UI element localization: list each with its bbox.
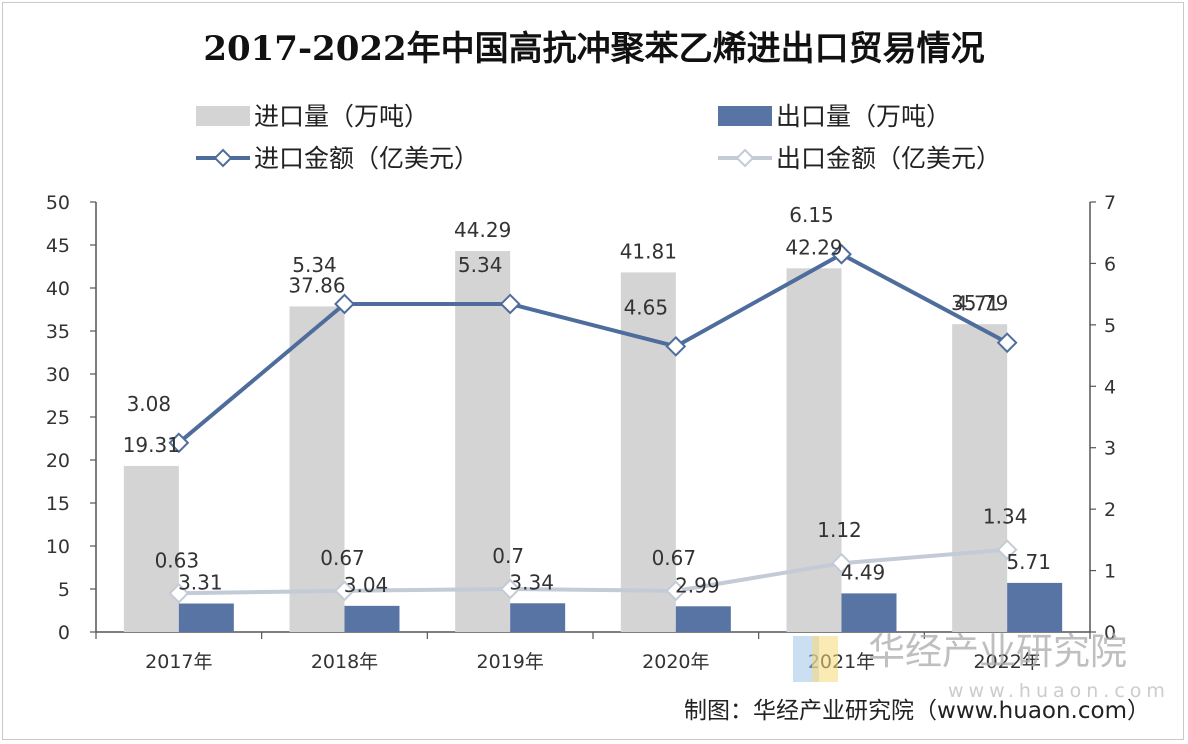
label-export-volume: 2.99 [675,573,720,597]
export-value-point [665,580,687,602]
label-export-value: 1.34 [983,505,1028,529]
label-export-value: 0.67 [652,546,697,570]
import-value-point [665,335,687,357]
y-right-tick-label: 3 [1104,438,1116,460]
bar-import-volume [786,268,842,632]
label-export-volume: 3.04 [344,573,389,597]
import-value-point [168,432,190,454]
y-right-tick-label: 6 [1104,253,1116,275]
chart-title: 2017-2022年中国高抗冲聚苯乙烯进出口贸易情况 [203,29,984,69]
y-left-tick-label: 30 [46,364,70,386]
label-export-value: 0.7 [492,544,524,568]
import-value-point [334,293,355,315]
label-import-volume: 44.29 [454,218,511,242]
y-left-tick-label: 45 [46,235,70,257]
label-import-volume: 37.86 [288,273,345,297]
y-right-tick-label: 2 [1104,499,1116,521]
bar-export-volume [841,593,897,632]
label-import-volume: 42.29 [785,235,842,259]
label-export-value: 0.67 [320,546,365,570]
y-right-tick-label: 1 [1104,561,1116,583]
y-left-tick-label: 20 [46,450,70,472]
export-value-point [334,580,355,602]
y-right-tick-label: 5 [1104,315,1116,337]
watermark: 华经产业研究院 www.huaon.com [793,630,1170,702]
watermark-logo-yellow [812,636,838,682]
label-export-volume: 5.71 [1006,550,1051,574]
label-import-value: 4.65 [624,295,669,319]
x-tick-label: 2019年 [476,651,543,673]
watermark-url: www.huaon.com [948,680,1170,702]
bar-export-volume [1007,582,1063,632]
import-value-point [499,293,521,315]
y-left-tick-label: 0 [58,622,70,644]
legend-label-1: 出口量（万吨） [776,102,951,131]
watermark-name: 华经产业研究院 [868,630,1127,673]
export-value-point [168,582,190,604]
label-import-value: 5.34 [458,253,503,277]
legend-label-3: 出口金额（亿美元） [776,144,1001,173]
label-export-value: 1.12 [817,518,862,542]
label-import-volume: 19.31 [123,433,180,457]
legend-label-0: 进口量（万吨） [254,102,429,131]
import-value-point [831,243,852,265]
y-right-tick-label: 0 [1104,622,1116,644]
label-export-value: 0.63 [155,548,200,572]
import-value-point [996,332,1018,354]
bar-export-volume [675,606,731,632]
data-labels: 19.31 37.86 44.29 41.81 42.29 35.79 3.31 3.04 3.… [123,203,1051,597]
y-left-tick-label: 50 [46,192,70,214]
x-tick-label: 2017年 [145,651,212,673]
y-right-tick-label: 7 [1104,192,1116,214]
y-left-tick-label: 15 [46,493,70,515]
y-left-tick-label: 5 [58,579,70,601]
lines [168,243,1018,604]
bar-export-volume [344,605,400,632]
import-value-line [177,252,1009,445]
label-import-value: 3.08 [127,392,172,416]
legend-swatch-0 [196,106,250,126]
bar-import-volume [952,324,1008,632]
bar-import-volume [289,306,345,632]
x-tick-label: 2018年 [311,651,378,673]
y-left-tick-label: 35 [46,321,70,343]
legend-swatch-1 [718,106,772,126]
export-value-point [499,578,521,600]
label-import-value: 6.15 [789,203,834,227]
source-note: 制图：华经产业研究院（www.huaon.com） [684,698,1150,724]
label-export-volume: 4.49 [841,560,886,584]
x-tick-label: 2020年 [642,651,709,673]
export-value-point [996,539,1018,561]
bar-import-volume [620,272,676,632]
bar-export-volume [510,603,566,632]
legend-label-2: 进口金额（亿美元） [254,144,479,173]
bars [123,251,1063,632]
export-value-line [178,547,1008,596]
label-export-volume: 3.31 [178,571,223,595]
bar-import-volume [455,251,511,632]
legend: 进口量（万吨） 出口量（万吨） 进口金额（亿美元） 出口金额（亿美元） [196,102,1001,173]
legend-marker-3 [735,148,755,168]
y-left-tick-label: 40 [46,278,70,300]
export-value-point [831,552,852,574]
x-tick-label: 2022年 [973,651,1040,673]
legend-marker-2 [213,148,233,168]
label-import-value: 5.34 [292,253,337,277]
label-export-volume: 3.34 [509,570,554,594]
y-right-tick-label: 4 [1104,376,1116,398]
label-import-value: 4.71 [955,292,1000,316]
y-left-tick-label: 25 [46,407,70,429]
bar-import-volume [123,465,179,632]
label-import-volume: 41.81 [620,239,677,263]
bar-export-volume [178,603,234,632]
y-left-tick-label: 10 [46,536,70,558]
label-import-volume: 35.79 [951,291,1008,315]
